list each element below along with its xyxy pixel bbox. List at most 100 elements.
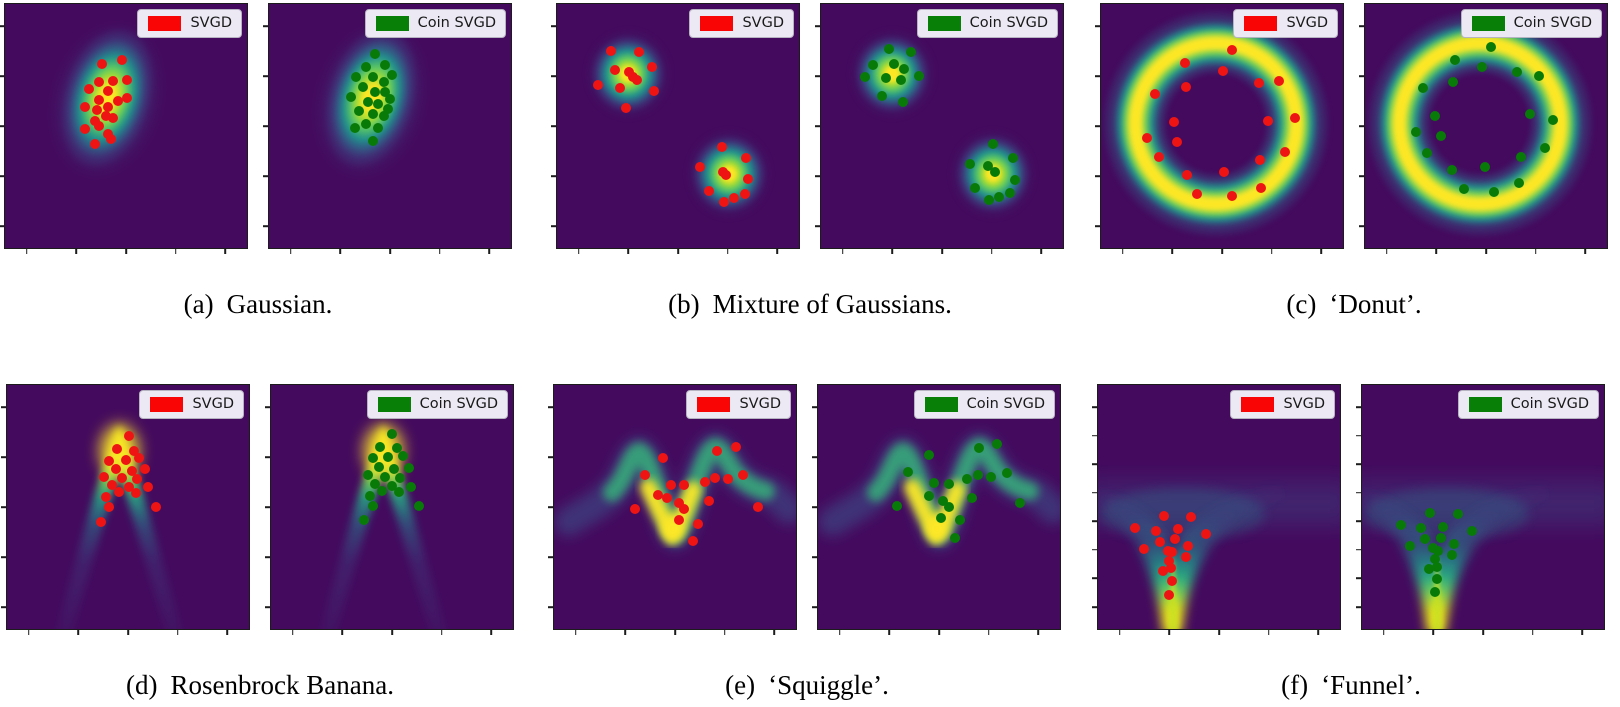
legend-label: SVGD [1283, 396, 1325, 413]
density-canvas [271, 385, 513, 629]
particle-dot [653, 489, 664, 500]
y-axis-tick [548, 456, 554, 458]
x-axis-tick [438, 248, 441, 254]
y-axis-tick [812, 506, 818, 508]
legend-coin-svgd: Coin SVGD [366, 390, 508, 419]
caption-text: Rosenbrock Banana. [170, 670, 394, 700]
particle-dot [905, 46, 916, 57]
particle-dot [353, 106, 364, 117]
particle-dot [1170, 534, 1181, 545]
particle-dot [1182, 170, 1193, 181]
y-axis-tick [551, 25, 557, 27]
particle-dot [80, 124, 91, 135]
y-axis-tick [1356, 549, 1362, 551]
y-axis-tick [1356, 520, 1362, 523]
legend-patch-red [1244, 16, 1278, 31]
particle-dot [1263, 115, 1274, 126]
density-canvas [7, 385, 249, 629]
y-axis-tick [1092, 606, 1098, 608]
plot-pair-b: SVGD Coin SVGD [551, 3, 1064, 254]
x-axis-tick [938, 629, 940, 635]
particle-dot [753, 501, 763, 512]
legend-patch-red [148, 16, 182, 31]
legend-label: Coin SVGD [969, 15, 1048, 32]
particle-dot [377, 486, 388, 497]
particle-dot [104, 501, 115, 512]
y-axis-tick [1092, 434, 1098, 437]
particle-dot [699, 476, 710, 487]
particle-dot [1447, 164, 1458, 175]
legend-label: SVGD [190, 15, 232, 32]
particle-dot [79, 101, 90, 112]
particle-dot [121, 93, 132, 104]
particle-dot [661, 492, 672, 503]
particle-dot [1172, 523, 1183, 534]
particle-dot [128, 446, 139, 457]
subfigure-f: SVGD Coin SVGD (f) ‘Funnel’. [1092, 384, 1605, 701]
caption-label: (f) [1281, 670, 1309, 700]
particle-dot [368, 135, 379, 146]
particle-dot [1435, 532, 1446, 543]
particle-dot [395, 472, 406, 483]
particle-dot [657, 453, 668, 464]
particle-dot [1149, 88, 1160, 99]
particle-dot [718, 196, 729, 207]
y-axis-tick [1095, 75, 1101, 77]
particle-dot [1433, 545, 1444, 556]
x-axis-tick [888, 629, 891, 635]
density-canvas [821, 4, 1063, 248]
particle-dot [954, 515, 965, 526]
particle-dot [1226, 45, 1237, 56]
particle-dot [360, 62, 371, 73]
particle-dot [104, 455, 115, 466]
y-axis-tick [1, 406, 7, 408]
x-axis-tick [1482, 629, 1484, 635]
particle-dot [1432, 561, 1443, 572]
particle-dot [634, 47, 645, 58]
y-axis-tick [1359, 75, 1365, 77]
particle-dot [142, 482, 153, 493]
particle-dot [112, 96, 123, 107]
particle-dot [895, 74, 906, 85]
legend-patch-green [924, 397, 958, 412]
y-axis-tick [265, 506, 271, 508]
particle-dot [674, 515, 685, 526]
particle-dot [374, 442, 385, 453]
caption-text: Mixture of Gaussians. [712, 289, 952, 319]
particle-dot [710, 472, 721, 483]
x-axis-tick [291, 629, 294, 635]
y-axis-tick [263, 175, 269, 177]
particle-dot [123, 482, 134, 493]
particle-dot [130, 487, 141, 498]
particle-dot [1448, 77, 1459, 88]
legend-patch-green [1468, 397, 1502, 412]
particle-dot [83, 84, 94, 95]
y-axis-tick [263, 25, 269, 27]
particle-dot [1438, 521, 1449, 532]
x-axis-tick [723, 629, 726, 635]
particle-dot [1191, 188, 1202, 199]
plot-funnel-svgd: SVGD [1092, 384, 1341, 635]
particle-dot [107, 113, 118, 124]
subfigure-a: SVGD Coin SVGD (a) Gaussian. [0, 3, 512, 320]
particle-dot [365, 491, 376, 502]
particle-dot [1167, 575, 1178, 586]
x-axis-tick [1534, 248, 1537, 254]
particle-dot [898, 96, 909, 107]
particle-dot [92, 104, 103, 115]
particle-dot [1459, 184, 1470, 195]
legend-coin-svgd: Coin SVGD [364, 9, 506, 38]
density-canvas [818, 385, 1060, 629]
particle-dot [615, 82, 626, 93]
particle-dot [1166, 563, 1177, 574]
y-axis-tick [263, 225, 269, 227]
particle-dot [131, 473, 142, 484]
y-axis-tick [1092, 549, 1098, 551]
particle-dot [1419, 533, 1430, 544]
particle-dot [1513, 178, 1524, 189]
y-axis-tick [815, 75, 821, 77]
particle-dot [1479, 162, 1490, 173]
plot-mixture-svgd: SVGD [551, 3, 800, 254]
subfigure-b: SVGD Coin SVGD (b) Mixture of Gaussians. [551, 3, 1064, 320]
legend-label: SVGD [1286, 15, 1328, 32]
